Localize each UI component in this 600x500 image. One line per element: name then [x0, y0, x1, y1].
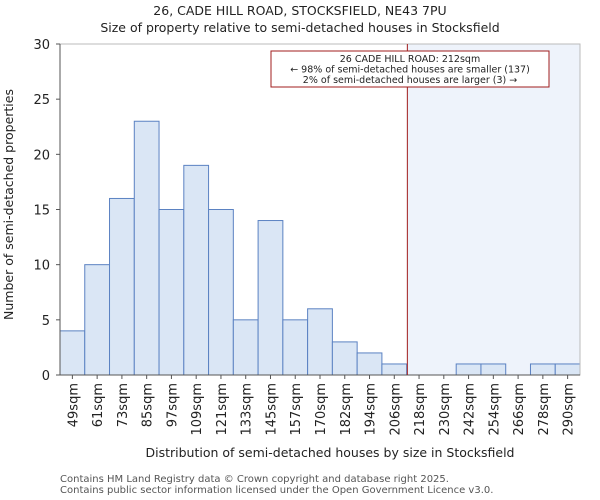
marker-group: 26 CADE HILL ROAD: 212sqm← 98% of semi-d… — [270, 44, 550, 375]
chart-title: 26, CADE HILL ROAD, STOCKSFIELD, NE43 7P… — [153, 3, 447, 18]
y-tick-label: 15 — [33, 204, 50, 219]
x-tick-label: 49sqm — [66, 383, 81, 427]
labels-group: 0 5 10 15 20 25 30 49sqm 61sqm 73sqm 85sqm 97sqm 109… — [1, 38, 577, 460]
bar-194sqm — [356, 352, 383, 376]
bar-121sqm — [208, 209, 234, 376]
x-tick-label: 242sqm — [463, 383, 478, 436]
y-tick-label: 10 — [33, 259, 50, 274]
x-tick-label: 206sqm — [388, 383, 403, 436]
x-tick-label: 109sqm — [190, 383, 205, 436]
x-tick-label: 218sqm — [413, 383, 428, 436]
bar-109sqm — [183, 164, 210, 376]
bars-group — [59, 120, 581, 376]
bar-49sqm — [59, 330, 86, 376]
x-tick-label: 254sqm — [487, 383, 502, 436]
x-tick-label: 230sqm — [438, 383, 453, 436]
bar-242sqm — [455, 363, 482, 376]
x-tick-label: 290sqm — [562, 383, 577, 436]
highlight-region — [407, 44, 580, 375]
bar-170sqm — [307, 308, 333, 376]
annotation-line-2: ← 98% of semi-detached houses are smalle… — [290, 65, 530, 76]
highlight-region-group — [407, 44, 580, 375]
x-tick-label: 278sqm — [537, 383, 552, 436]
bar-73sqm — [109, 197, 135, 376]
y-tick-label: 20 — [33, 148, 50, 163]
bar-145sqm — [257, 220, 284, 376]
bar-278sqm — [529, 363, 556, 376]
y-tick-label: 0 — [42, 369, 50, 384]
x-tick-label: 145sqm — [264, 383, 279, 436]
x-tick-label: 133sqm — [240, 383, 255, 436]
y-tick-label: 5 — [42, 314, 50, 329]
y-tick-label: 30 — [33, 38, 50, 53]
footer-line-1: Contains HM Land Registry data © Crown c… — [60, 474, 449, 485]
bar-97sqm — [158, 209, 185, 376]
x-axis-title: Distribution of semi-detached houses by … — [145, 445, 514, 460]
x-tick-label: 121sqm — [215, 383, 230, 436]
bar-61sqm — [84, 264, 111, 376]
annotation-box — [270, 50, 550, 88]
bar-133sqm — [232, 319, 259, 376]
x-tick-label: 157sqm — [289, 383, 304, 436]
axes-group — [56, 43, 581, 379]
x-tick-label: 182sqm — [339, 383, 354, 436]
x-tick-label: 194sqm — [364, 383, 379, 436]
x-tick-label: 266sqm — [512, 383, 527, 436]
annotation-line-3: 2% of semi-detached houses are larger (3… — [303, 75, 517, 86]
bar-206sqm — [381, 363, 408, 376]
x-tick-label: 85sqm — [141, 383, 156, 427]
bar-254sqm — [480, 363, 507, 376]
bar-290sqm — [554, 363, 581, 376]
y-axis-title: Number of semi-detached properties — [1, 89, 16, 320]
x-tick-label: 97sqm — [165, 383, 180, 427]
bar-182sqm — [331, 341, 358, 376]
bar-157sqm — [282, 319, 309, 376]
x-tick-label: 73sqm — [116, 383, 131, 427]
x-tick-label: 61sqm — [91, 383, 106, 427]
annotation-line-1: 26 CADE HILL ROAD: 212sqm — [340, 54, 480, 65]
footer-line-2: Contains public sector information licen… — [60, 485, 494, 496]
chart-subtitle: Size of property relative to semi-detach… — [100, 20, 500, 35]
x-tick-label: 170sqm — [314, 383, 329, 436]
y-tick-label: 25 — [33, 93, 50, 108]
bar-85sqm — [133, 120, 160, 376]
